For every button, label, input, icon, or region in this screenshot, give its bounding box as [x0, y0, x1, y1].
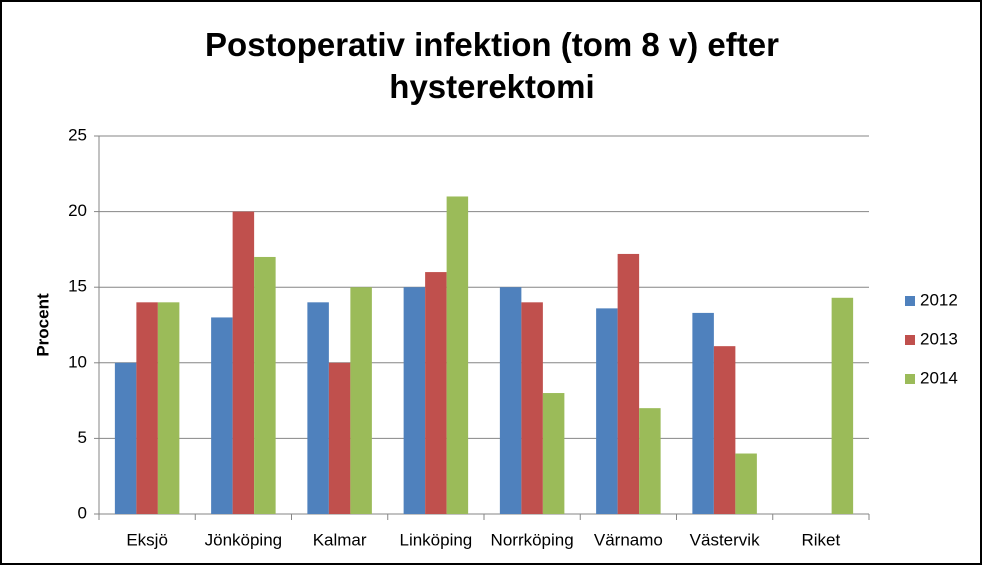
chart-title: Postoperativ infektion (tom 8 v) efter h…: [205, 26, 779, 105]
bar: [425, 272, 447, 514]
y-tick-label: 15: [68, 277, 87, 296]
legend-label: 2013: [920, 329, 958, 348]
x-tick-label: Värnamo: [594, 530, 663, 549]
x-tick-label: Eksjö: [126, 530, 168, 549]
bar: [157, 302, 180, 514]
bar: [114, 362, 137, 514]
bar: [596, 308, 618, 514]
bar: [831, 297, 854, 514]
x-tick-label: Riket: [802, 530, 841, 549]
bar: [232, 211, 255, 514]
x-tick-label: Västervik: [690, 530, 760, 549]
y-tick-label: 10: [68, 352, 87, 371]
bar: [307, 302, 329, 514]
bar: [692, 312, 714, 514]
bar: [211, 317, 233, 514]
y-axis-label: Procent: [33, 293, 52, 357]
legend-label: 2012: [920, 290, 958, 309]
y-tick-label: 25: [68, 125, 87, 144]
legend-swatch: [905, 374, 915, 384]
y-tick-label: 20: [68, 201, 87, 220]
legend-label: 2014: [920, 368, 958, 387]
bar: [735, 453, 757, 514]
legend-swatch: [905, 335, 915, 345]
bar: [328, 362, 351, 514]
x-tick-label: Linköping: [399, 530, 472, 549]
bar: [639, 408, 661, 514]
x-tick-label: Norrköping: [491, 530, 574, 549]
bar: [713, 346, 736, 514]
bar: [403, 287, 426, 514]
x-tick-label: Kalmar: [313, 530, 367, 549]
legend-swatch: [905, 296, 915, 306]
bar: [350, 287, 372, 514]
y-tick-label: 0: [78, 503, 87, 522]
bar: [521, 302, 543, 514]
bar: [446, 196, 469, 515]
y-tick-label: 5: [78, 428, 87, 447]
bar: [136, 302, 158, 514]
x-tick-label: Jönköping: [205, 530, 283, 549]
bar: [499, 287, 522, 514]
bar: [542, 393, 565, 514]
bar: [617, 253, 640, 514]
bar: [254, 256, 276, 514]
